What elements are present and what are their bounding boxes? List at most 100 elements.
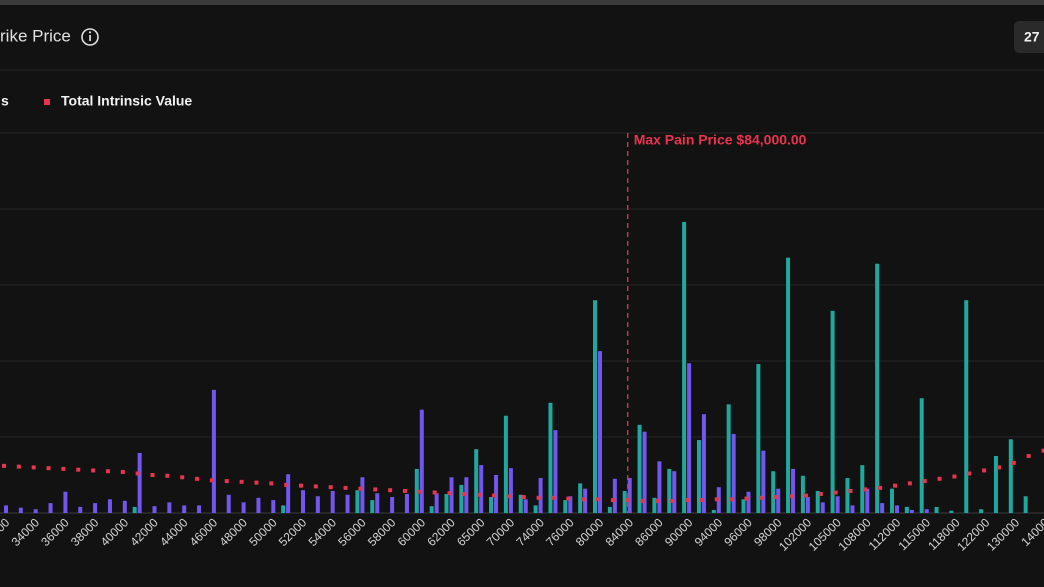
bar (761, 450, 766, 513)
intrinsic-dot (224, 479, 229, 484)
intrinsic-dot (313, 484, 318, 489)
bar (132, 506, 137, 513)
bar (612, 478, 617, 513)
bar (122, 500, 127, 513)
intrinsic-dot (2, 463, 6, 468)
intrinsic-dot (551, 495, 556, 500)
intrinsic-dot (596, 497, 600, 502)
intrinsic-dot (685, 498, 690, 503)
bar (607, 506, 612, 513)
intrinsic-dot (343, 485, 348, 490)
intrinsic-dot (1026, 454, 1031, 458)
intrinsic-dot (239, 479, 244, 484)
intrinsic-dot (907, 481, 912, 486)
intrinsic-dot (833, 490, 838, 495)
intrinsic-dot (893, 483, 897, 488)
bar (548, 402, 553, 513)
intrinsic-dot (284, 482, 289, 487)
intrinsic-dot (105, 469, 110, 474)
intrinsic-dot (818, 492, 823, 496)
bar (63, 491, 68, 513)
bar (687, 363, 692, 513)
intrinsic-dot (640, 498, 645, 503)
intrinsic-dot (31, 465, 36, 470)
bar (652, 497, 657, 513)
bar (776, 488, 781, 513)
bar (865, 488, 870, 513)
intrinsic-dot (878, 485, 883, 490)
intrinsic-dot (120, 469, 125, 474)
range-button[interactable] (1014, 21, 1044, 53)
intrinsic-dot (402, 488, 407, 493)
legend-label: Total Intrinsic Value (61, 93, 192, 109)
intrinsic-dot (254, 480, 259, 485)
intrinsic-dot (744, 496, 749, 501)
bar (152, 506, 157, 513)
bar (593, 300, 597, 513)
bar (355, 490, 360, 513)
bar (226, 494, 231, 513)
bar (919, 398, 924, 513)
bar (791, 468, 796, 513)
bar (286, 474, 291, 513)
bar (800, 475, 805, 513)
intrinsic-dot (610, 498, 615, 503)
intrinsic-dot (863, 487, 868, 492)
bar (563, 500, 568, 513)
bar (182, 505, 187, 513)
intrinsic-dot (477, 492, 482, 497)
intrinsic-dot (521, 495, 526, 500)
intrinsic-dot (358, 486, 363, 491)
bar (805, 497, 810, 513)
legend-label: s (1, 93, 9, 109)
bar (672, 471, 677, 513)
bar (360, 477, 365, 513)
bar (370, 500, 375, 513)
bar (845, 478, 850, 513)
bar (657, 461, 662, 513)
intrinsic-dot (388, 488, 393, 493)
intrinsic-dot (150, 473, 155, 477)
bar (568, 496, 573, 513)
range-button-label[interactable]: 27 (1024, 29, 1040, 45)
intrinsic-dot (91, 468, 96, 473)
intrinsic-dot (61, 466, 66, 471)
intrinsic-dot (967, 471, 972, 476)
bar (241, 502, 246, 513)
bar (771, 471, 776, 513)
bar (33, 509, 38, 513)
intrinsic-dot (447, 491, 452, 496)
intrinsic-dot (729, 497, 734, 502)
bar (48, 503, 53, 513)
bar (667, 468, 672, 513)
bar (875, 263, 880, 513)
panel-title: rike Price (0, 26, 71, 45)
bar (895, 505, 899, 513)
bar (345, 494, 350, 513)
intrinsic-dot (655, 498, 660, 503)
bar (419, 409, 424, 513)
bar (18, 507, 23, 513)
info-icon[interactable] (81, 28, 99, 46)
intrinsic-dot (922, 479, 927, 484)
bar (390, 497, 395, 513)
top-strip (0, 0, 1044, 5)
bar (93, 503, 98, 513)
intrinsic-dot (432, 490, 437, 495)
bar (375, 493, 380, 513)
bar (964, 300, 969, 513)
bar (949, 510, 954, 513)
intrinsic-dot (373, 487, 378, 492)
intrinsic-dot (803, 493, 808, 498)
bar (538, 478, 543, 513)
bar (404, 494, 409, 513)
bar (78, 506, 83, 513)
intrinsic-dot (1041, 448, 1044, 453)
bar (731, 433, 736, 513)
bar (444, 494, 449, 513)
bar (578, 483, 583, 513)
bar (682, 221, 687, 514)
bar (533, 505, 538, 513)
bar (880, 503, 885, 513)
